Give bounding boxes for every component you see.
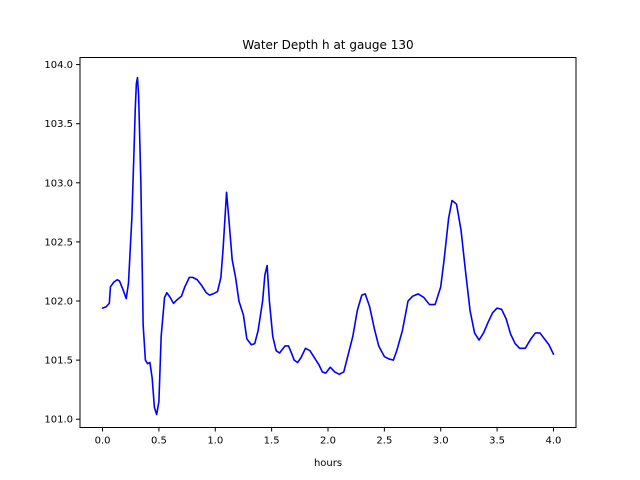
chart-title: Water Depth h at gauge 130 xyxy=(242,38,413,52)
x-axis: 0.0 0.5 1.0 1.5 2.0 2.5 3.0 3.5 4.0 xyxy=(95,427,562,447)
y-tick-label: 103.5 xyxy=(44,119,73,130)
x-axis-label: hours xyxy=(314,458,342,469)
y-tick-label: 103.0 xyxy=(44,178,73,189)
series-layer xyxy=(101,76,555,416)
y-axis: 101.0 101.5 102.0 102.5 103.0 103.5 104.0 xyxy=(44,60,80,426)
x-tick-label: 1.5 xyxy=(264,436,280,447)
y-tick-label: 101.5 xyxy=(44,356,73,367)
x-tick-label: 3.5 xyxy=(489,436,505,447)
x-tick-label: 0.5 xyxy=(151,436,167,447)
series-line-0 xyxy=(101,76,555,416)
y-tick-label: 104.0 xyxy=(44,60,73,71)
x-tick-label: 0.0 xyxy=(95,436,111,447)
x-tick-label: 1.0 xyxy=(207,436,223,447)
y-tick-label: 101.0 xyxy=(44,415,73,426)
x-tick-label: 2.5 xyxy=(376,436,392,447)
y-tick-label: 102.0 xyxy=(44,297,73,308)
x-tick-label: 3.0 xyxy=(433,436,449,447)
x-tick-label: 2.0 xyxy=(320,436,336,447)
x-tick-label: 4.0 xyxy=(546,436,562,447)
y-tick-label: 102.5 xyxy=(44,237,73,248)
